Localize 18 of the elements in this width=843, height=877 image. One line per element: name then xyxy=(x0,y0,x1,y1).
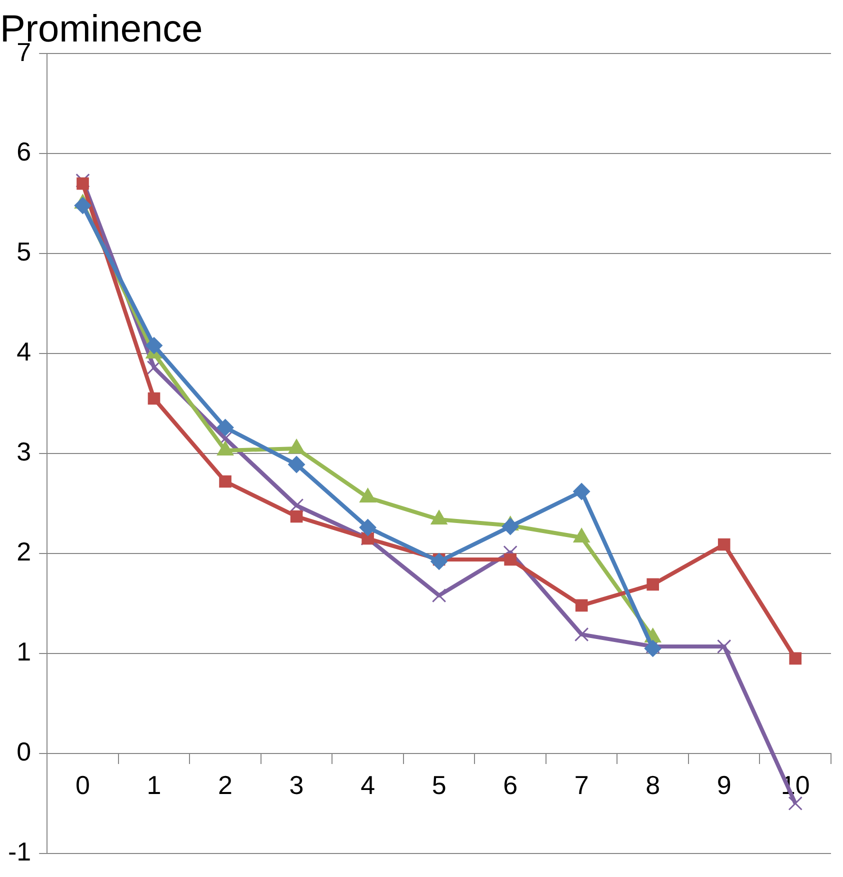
x-tick-label: 7 xyxy=(574,770,589,800)
y-tick-label: 3 xyxy=(16,436,32,467)
x-tick-label: 9 xyxy=(716,770,732,800)
y-tick-label: 4 xyxy=(16,336,32,367)
y-tick-label: 5 xyxy=(16,236,32,267)
x-tick-label: 4 xyxy=(360,770,376,800)
x-tick-label: 1 xyxy=(146,770,162,800)
x-tick-label: 0 xyxy=(76,770,90,800)
y-tick-label: 1 xyxy=(16,636,32,667)
y-tick-label: 2 xyxy=(16,536,32,567)
x-tick-label: 8 xyxy=(646,770,660,800)
x-tick-label: 3 xyxy=(289,770,304,800)
x-tick-label: 6 xyxy=(503,770,518,800)
y-tick-label: -1 xyxy=(8,836,32,867)
x-tick-label: 2 xyxy=(218,770,233,800)
x-tick-label: 5 xyxy=(432,770,446,800)
y-tick-label: 0 xyxy=(16,736,32,767)
y-tick-label: 6 xyxy=(16,136,32,167)
